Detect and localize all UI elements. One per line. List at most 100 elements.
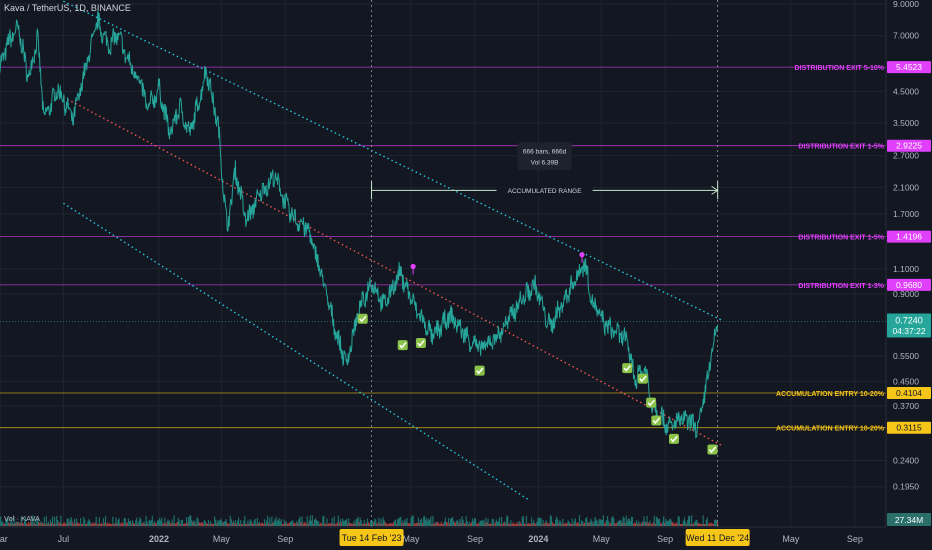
volume-bar bbox=[267, 515, 269, 526]
volume-bar bbox=[602, 515, 604, 526]
volume-bar bbox=[680, 524, 682, 526]
volume-bar bbox=[78, 523, 81, 526]
volume-bar bbox=[587, 522, 589, 526]
volume-bar bbox=[169, 522, 171, 526]
volume-bar bbox=[167, 519, 169, 526]
x-tick-label: 2024 bbox=[528, 534, 548, 544]
volume-bar bbox=[10, 517, 12, 526]
volume-bar bbox=[245, 523, 247, 526]
volume-bar bbox=[644, 521, 646, 526]
volume-bar bbox=[632, 523, 635, 526]
volume-bar bbox=[409, 522, 411, 526]
volume-bar bbox=[604, 522, 607, 526]
volume-bar bbox=[22, 523, 25, 526]
level-price-tag bbox=[887, 421, 931, 434]
volume-bar bbox=[671, 521, 673, 526]
volume-bar bbox=[108, 523, 110, 526]
volume-bar bbox=[214, 516, 216, 526]
volume-bar bbox=[523, 523, 526, 526]
volume-bar bbox=[76, 522, 79, 526]
volume-bar bbox=[603, 523, 606, 526]
volume-bar bbox=[301, 516, 303, 526]
current-price-text: 0.7240 bbox=[895, 315, 923, 325]
y-tick-label: 0.2400 bbox=[893, 456, 919, 466]
volume-bar bbox=[562, 518, 564, 526]
volume-bar bbox=[117, 519, 119, 526]
volume-bar bbox=[48, 523, 51, 526]
volume-bar bbox=[54, 516, 56, 526]
volume-badge-text: 27.34M bbox=[895, 515, 923, 525]
volume-bar bbox=[713, 519, 716, 526]
volume-bar bbox=[668, 520, 670, 526]
volume-bar bbox=[434, 522, 436, 526]
volume-bar bbox=[672, 522, 674, 526]
volume-bar bbox=[68, 522, 70, 526]
volume-bar bbox=[72, 523, 74, 526]
volume-bar bbox=[419, 519, 422, 526]
volume-bar bbox=[415, 522, 417, 526]
volume-pane-label: Vol · KAVA bbox=[4, 514, 40, 523]
level-price-text: 2.9225 bbox=[896, 141, 922, 151]
volume-bar bbox=[366, 518, 369, 526]
volume-bar bbox=[527, 523, 530, 526]
level-label: DISTRIBUTION EXIT 1-5% bbox=[798, 144, 884, 151]
volume-bar bbox=[359, 517, 361, 526]
volume-bar bbox=[717, 522, 719, 526]
volume-bar bbox=[203, 520, 205, 526]
volume-bar bbox=[391, 523, 394, 526]
y-tick-label: 1.7000 bbox=[893, 209, 919, 219]
volume-bar bbox=[199, 523, 201, 526]
volume-bar bbox=[418, 522, 421, 526]
x-tick-label: May bbox=[593, 534, 611, 544]
volume-bar bbox=[134, 523, 136, 526]
volume-bar bbox=[381, 523, 383, 526]
volume-bar bbox=[51, 516, 54, 526]
volume-bar bbox=[143, 521, 145, 526]
volume-bar bbox=[230, 519, 232, 526]
volume-bar bbox=[318, 521, 320, 526]
range-info-box bbox=[517, 142, 572, 171]
volume-bar bbox=[683, 517, 686, 526]
volume-bar bbox=[466, 521, 468, 526]
volume-bar bbox=[682, 520, 685, 526]
volume-bar bbox=[710, 522, 713, 526]
volume-bar bbox=[63, 521, 65, 526]
volume-bar bbox=[492, 518, 494, 526]
volume-bar bbox=[98, 517, 100, 526]
volume-bar bbox=[102, 518, 105, 526]
volume-bar bbox=[168, 520, 170, 526]
volume-bar bbox=[207, 520, 210, 526]
volume-bar bbox=[34, 518, 36, 526]
volume-bar bbox=[275, 516, 277, 526]
volume-bar bbox=[695, 520, 697, 526]
volume-bar bbox=[392, 522, 395, 526]
volume-bar bbox=[538, 517, 540, 526]
volume-bar bbox=[111, 523, 113, 526]
volume-bar bbox=[322, 516, 324, 526]
volume-bar bbox=[705, 519, 707, 526]
volume-bar bbox=[90, 523, 92, 526]
volume-bar bbox=[323, 515, 325, 526]
x-tick-label: May bbox=[782, 534, 800, 544]
volume-bar bbox=[220, 518, 222, 526]
volume-bar bbox=[236, 520, 239, 526]
volume-bar bbox=[707, 523, 709, 526]
volume-bar bbox=[493, 523, 495, 526]
volume-bar bbox=[425, 519, 427, 526]
volume-bar bbox=[594, 517, 596, 526]
volume-bar bbox=[2, 521, 4, 526]
volume-bar bbox=[457, 520, 459, 526]
volume-bar bbox=[539, 518, 541, 526]
volume-bar bbox=[276, 521, 278, 526]
volume-bar bbox=[80, 517, 82, 526]
volume-bar bbox=[553, 523, 556, 526]
volume-bar bbox=[99, 523, 101, 526]
volume-bar bbox=[23, 520, 26, 526]
volume-bar bbox=[395, 523, 398, 526]
volume-bar bbox=[286, 523, 289, 526]
volume-bar bbox=[298, 518, 300, 526]
check-icon bbox=[639, 375, 647, 383]
volume-bar bbox=[666, 521, 668, 526]
volume-bar bbox=[208, 523, 211, 526]
